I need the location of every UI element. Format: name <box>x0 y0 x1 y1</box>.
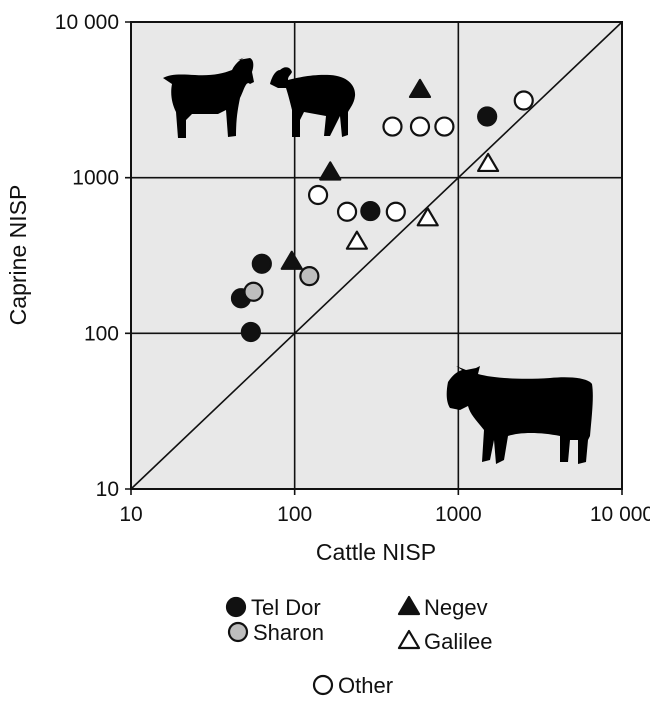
data-points <box>230 78 534 343</box>
x-tick-label: 10 000 <box>590 503 650 526</box>
legend-label: Tel Dor <box>251 595 321 620</box>
legend-item-negev: Negev <box>397 595 488 620</box>
tick-labels: 10 100 1000 10 000 10 100 1000 10 000 <box>55 11 650 526</box>
point-galilee <box>416 207 439 227</box>
legend-marker-other <box>312 674 334 696</box>
plot-border <box>130 21 623 490</box>
legend-item-tel-dor: Tel Dor <box>225 595 321 620</box>
point-sharon <box>299 266 320 287</box>
legend-label: Other <box>338 673 393 698</box>
point-negev <box>319 161 342 181</box>
point-other <box>382 116 403 137</box>
plot-frame <box>130 21 623 490</box>
point-other <box>307 184 329 206</box>
point-tel-dor <box>240 321 261 343</box>
point-sharon <box>243 281 264 302</box>
y-tick-label: 10 000 <box>55 11 119 34</box>
legend-marker-sharon <box>227 621 249 643</box>
point-other <box>434 116 455 137</box>
x-axis-label: Cattle NISP <box>316 539 436 565</box>
legend-marker-tel-dor <box>225 596 247 618</box>
point-negev <box>280 250 303 270</box>
legend-marker-negev <box>397 595 421 616</box>
legend-label: Negev <box>424 595 488 620</box>
y-axis-label: Caprine NISP <box>5 185 31 326</box>
cow-silhouette <box>446 366 593 464</box>
x-tick-label: 10 <box>119 503 142 526</box>
legend-marker-galilee <box>397 629 421 650</box>
point-other <box>409 116 431 137</box>
reference-line-y-equals-x <box>130 21 623 490</box>
x-tick-label: 1000 <box>435 503 482 526</box>
sheep-silhouette <box>270 67 356 137</box>
legend-label: Galilee <box>424 629 492 654</box>
legend-label: Sharon <box>253 620 324 645</box>
y-tick-label: 10 <box>96 478 119 501</box>
point-galilee <box>345 230 368 250</box>
point-other <box>385 201 406 222</box>
point-tel-dor <box>477 106 498 127</box>
legend-item-sharon: Sharon <box>227 620 324 645</box>
x-tick-label: 100 <box>277 503 312 526</box>
y-tick-label: 1000 <box>72 167 119 190</box>
goat-silhouette <box>163 56 254 138</box>
point-other <box>336 201 358 222</box>
legend-item-other: Other <box>312 673 393 698</box>
point-galilee <box>476 152 500 173</box>
point-other <box>513 90 534 111</box>
point-tel-dor <box>251 253 272 274</box>
point-tel-dor <box>360 200 381 222</box>
legend-item-galilee: Galilee <box>397 629 492 654</box>
point-negev <box>408 78 432 99</box>
y-tick-label: 100 <box>84 322 119 345</box>
